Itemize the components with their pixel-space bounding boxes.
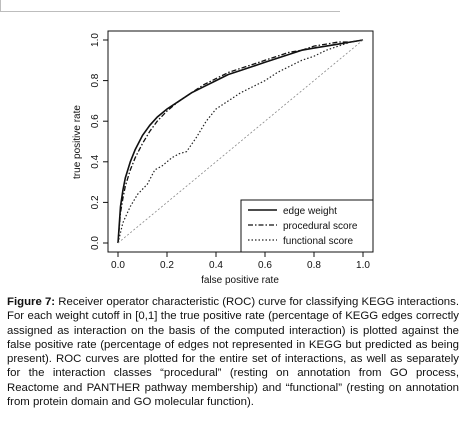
- legend-box: [240, 199, 374, 253]
- y-axis-label: true positive rate: [72, 105, 83, 179]
- figure-corner-border: [0, 0, 340, 12]
- y-tick-label: 0.8: [90, 73, 101, 87]
- x-tick-label: 0.8: [307, 260, 321, 271]
- x-tick-label: 0.2: [160, 260, 174, 271]
- series-line-procedural-score: [117, 39, 364, 244]
- caption-text: Receiver operator characteristic (ROC) c…: [7, 296, 459, 409]
- y-tick-label: 0.2: [90, 195, 101, 209]
- caption-label: Figure 7:: [7, 296, 56, 308]
- y-tick-label: 0.4: [90, 154, 101, 168]
- series-line-functional-score: [117, 39, 364, 244]
- legend-entry: functional score: [283, 236, 353, 247]
- roc-chart: 0.0 0.2 0.4 0.6 0.8 1.0 0.0 0.2 0.4 0.6 0.8 1.0 fals…: [72, 30, 374, 286]
- x-tick-label: 0.4: [209, 260, 223, 271]
- x-axis-label: false positive rate: [201, 275, 279, 286]
- legend-entry: edge weight: [283, 206, 337, 217]
- x-tick-label: 0.6: [258, 260, 272, 271]
- legend-entry: procedural score: [283, 221, 358, 232]
- chance-diagonal-line: [117, 39, 364, 244]
- y-tick-label: 0.0: [90, 236, 101, 250]
- y-tick-label: 0.6: [90, 114, 101, 128]
- x-tick-label: 0.0: [111, 260, 125, 271]
- figure-caption: Figure 7: Receiver operator characterist…: [7, 295, 459, 409]
- series-line-edge-weight: [117, 39, 364, 244]
- y-tick-label: 1.0: [90, 33, 101, 47]
- x-tick-label: 1.0: [356, 260, 370, 271]
